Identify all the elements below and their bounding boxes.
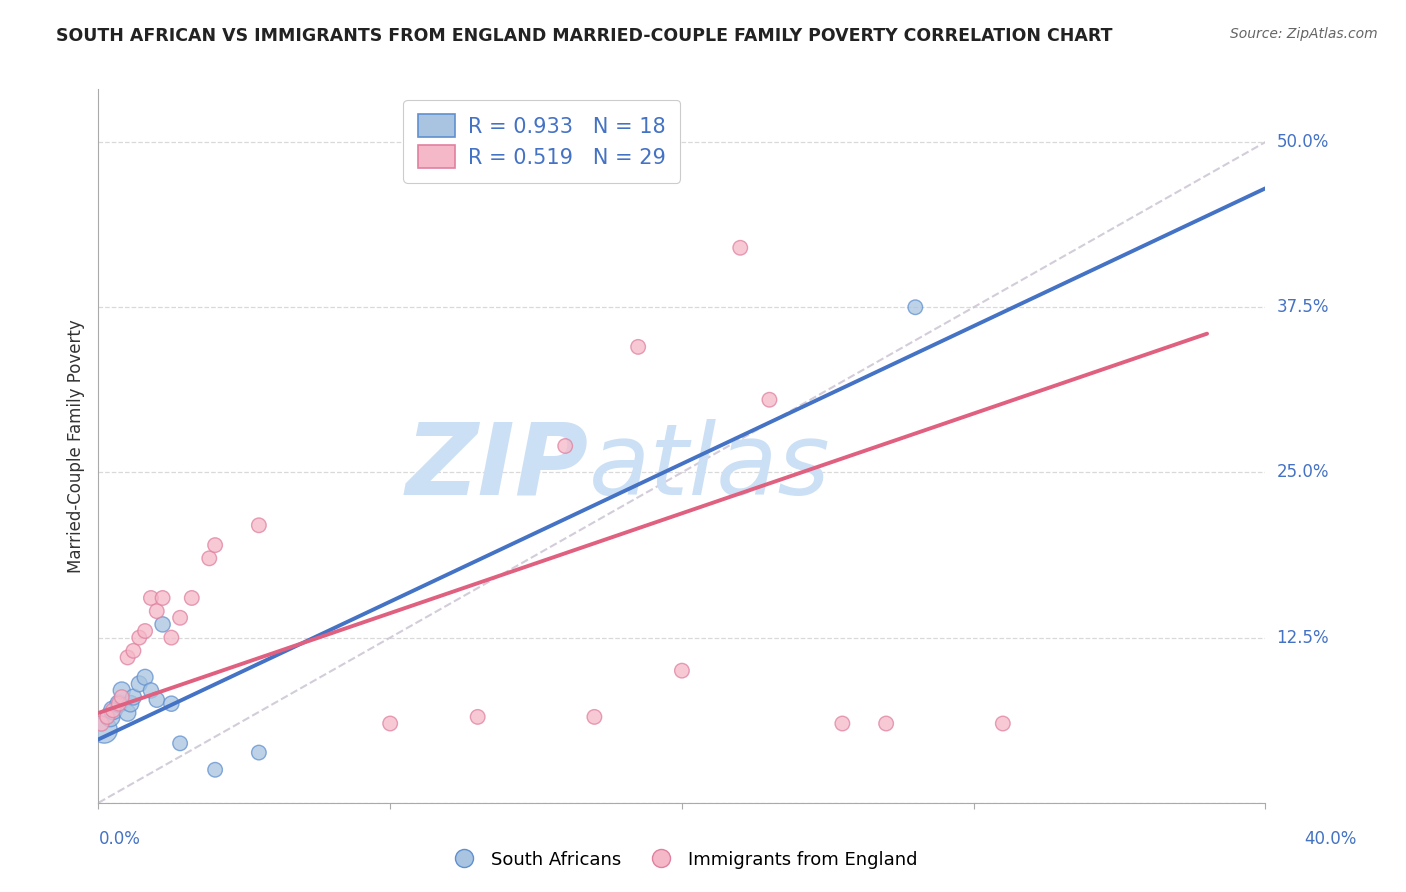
Y-axis label: Married-Couple Family Poverty: Married-Couple Family Poverty xyxy=(67,319,86,573)
Point xyxy=(134,624,156,638)
Point xyxy=(554,439,576,453)
Point xyxy=(108,697,131,711)
Point xyxy=(128,677,150,691)
Text: 25.0%: 25.0% xyxy=(1277,464,1329,482)
Text: 50.0%: 50.0% xyxy=(1277,133,1329,151)
Point xyxy=(160,697,183,711)
Text: ZIP: ZIP xyxy=(405,419,589,516)
Point xyxy=(122,644,145,658)
Point xyxy=(180,591,202,605)
Point xyxy=(96,710,118,724)
Point xyxy=(120,697,142,711)
Point xyxy=(627,340,650,354)
Point xyxy=(152,617,174,632)
Point xyxy=(160,631,183,645)
Point xyxy=(111,690,134,704)
Text: 37.5%: 37.5% xyxy=(1277,298,1329,317)
Point xyxy=(108,697,131,711)
Point xyxy=(875,716,897,731)
Point xyxy=(904,300,927,314)
Point xyxy=(128,631,150,645)
Point xyxy=(198,551,221,566)
Point xyxy=(134,670,156,684)
Point xyxy=(90,716,112,731)
Point xyxy=(111,683,134,698)
Point xyxy=(671,664,693,678)
Point xyxy=(247,746,270,760)
Legend: South Africans, Immigrants from England: South Africans, Immigrants from England xyxy=(439,844,925,876)
Point xyxy=(378,716,402,731)
Point xyxy=(169,611,191,625)
Point xyxy=(247,518,270,533)
Point xyxy=(583,710,606,724)
Point xyxy=(152,591,174,605)
Point xyxy=(728,241,751,255)
Point xyxy=(117,706,139,720)
Point xyxy=(146,692,169,706)
Point xyxy=(101,703,124,717)
Text: SOUTH AFRICAN VS IMMIGRANTS FROM ENGLAND MARRIED-COUPLE FAMILY POVERTY CORRELATI: SOUTH AFRICAN VS IMMIGRANTS FROM ENGLAND… xyxy=(56,27,1112,45)
Point xyxy=(98,710,121,724)
Text: atlas: atlas xyxy=(589,419,830,516)
Text: 40.0%: 40.0% xyxy=(1305,830,1357,847)
Text: 12.5%: 12.5% xyxy=(1277,629,1329,647)
Text: 0.0%: 0.0% xyxy=(98,830,141,847)
Point xyxy=(101,703,124,717)
Point xyxy=(991,716,1014,731)
Point xyxy=(204,538,226,552)
Point xyxy=(204,763,226,777)
Point xyxy=(758,392,780,407)
Point xyxy=(122,690,145,704)
Point xyxy=(117,650,139,665)
Point xyxy=(146,604,169,618)
Text: Source: ZipAtlas.com: Source: ZipAtlas.com xyxy=(1230,27,1378,41)
Point xyxy=(139,683,162,698)
Point xyxy=(169,736,191,750)
Point xyxy=(93,723,115,738)
Point xyxy=(139,591,162,605)
Point xyxy=(831,716,853,731)
Point xyxy=(467,710,489,724)
